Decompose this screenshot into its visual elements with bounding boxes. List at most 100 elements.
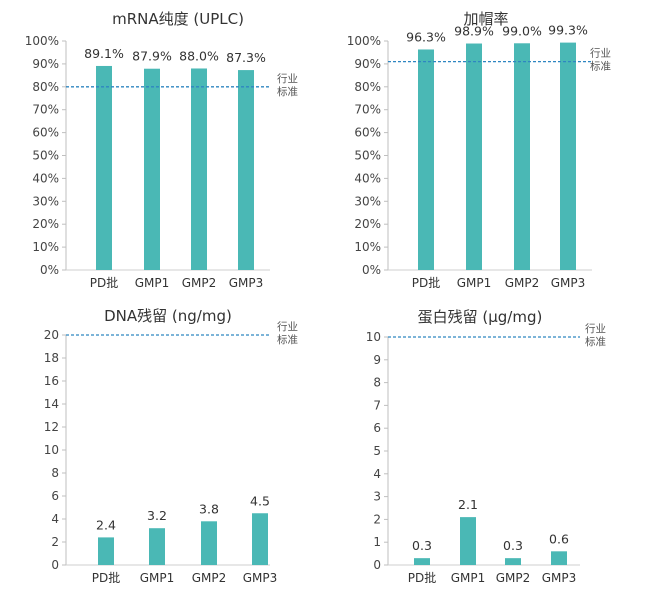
y-tick-label: 4 [51,512,59,526]
reference-line-label: 标准 [277,86,298,98]
x-category-label: GMP3 [229,276,264,290]
bar-PD批 [96,65,112,270]
reference-line-label: 行业 [277,72,298,85]
y-tick-label: 0% [362,263,381,277]
reference-line-label: 行业 [585,322,606,335]
y-tick-label: 70% [32,103,59,117]
bar-GMP1 [466,43,482,271]
y-tick-label: 60% [354,126,381,140]
data-label: 88.0% [179,48,219,63]
bar-GMP2 [191,68,207,270]
chart-panel-1: mRNA纯度 (UPLC) 0% 10% 20% 30% 40% 50% 60% 70% 80% 9… [25,10,298,290]
y-tick-label: 80% [354,80,381,94]
x-category-label: GMP3 [243,571,278,585]
bar-GMP3 [551,551,567,565]
y-tick-label: 40% [354,171,381,185]
data-label: 0.6 [549,531,569,546]
y-tick-label: 6 [51,489,59,503]
x-category-label: GMP3 [542,571,577,585]
y-tick-label: 100% [25,34,59,48]
y-tick-label: 40% [32,171,59,185]
chart-panel-4: 蛋白残留 (μg/mg) 0 1 2 3 4 5 6 7 8 9 10 0.3 PD批 2.1 GMP1 0.3… [366,308,606,585]
chart-title: DNA残留 (ng/mg) [104,307,232,325]
x-category-label: PD批 [90,275,118,290]
y-tick-label: 0 [51,558,59,572]
data-label: 4.5 [250,493,270,508]
x-category-label: PD批 [412,275,440,290]
y-tick-label: 50% [32,149,59,163]
x-category-label: GMP2 [192,571,227,585]
x-category-label: GMP3 [551,276,586,290]
y-tick-label: 2 [373,512,381,526]
y-tick-label: 0% [40,263,59,277]
chart-title: 蛋白残留 (μg/mg) [418,308,543,326]
y-tick-label: 0 [373,558,381,572]
chart-title: 加帽率 [463,10,508,28]
y-tick-label: 1 [373,535,381,549]
x-category-label: GMP1 [140,571,175,585]
y-tick-label: 8 [51,466,59,480]
x-category-label: GMP1 [135,276,170,290]
x-category-label: PD批 [92,570,120,585]
bar-GMP2 [201,521,217,565]
data-label: 99.0% [502,23,542,38]
y-tick-label: 3 [373,490,381,504]
y-tick-label: 30% [32,194,59,208]
y-tick-label: 10 [44,443,59,457]
y-tick-label: 90% [32,57,59,71]
data-label: 87.3% [226,50,266,65]
reference-line-label: 行业 [590,47,611,60]
chart-panel-3: DNA残留 (ng/mg) 0 2 4 6 8 10 12 14 16 18 20 2.4 PD批 3.2 G… [44,307,298,585]
data-label: 87.9% [132,49,172,64]
y-tick-label: 18 [44,351,59,365]
data-label: 96.3% [406,29,446,44]
y-tick-label: 70% [354,103,381,117]
x-category-label: GMP1 [451,571,486,585]
bar-GMP2 [514,43,530,270]
y-tick-label: 30% [354,194,381,208]
y-tick-label: 4 [373,467,381,481]
y-tick-label: 20 [44,328,59,342]
data-label: 98.9% [454,24,494,39]
bar-GMP3 [560,42,576,271]
y-tick-label: 50% [354,149,381,163]
data-label: 99.3% [548,23,588,38]
y-tick-label: 2 [51,535,59,549]
data-label: 2.1 [458,497,478,512]
y-tick-label: 10% [354,240,381,254]
chart-title: mRNA纯度 (UPLC) [112,10,244,28]
data-label: 0.3 [412,538,432,553]
reference-line-label: 标准 [590,61,611,73]
y-tick-label: 20% [32,217,59,231]
bar-GMP1 [144,68,160,270]
x-category-label: PD批 [408,570,436,585]
bar-GMP1 [149,528,165,565]
reference-line-label: 标准 [277,334,298,346]
y-tick-label: 5 [373,444,381,458]
y-tick-label: 8 [373,376,381,390]
x-category-label: GMP2 [496,571,531,585]
y-tick-label: 14 [44,397,59,411]
reference-line-label: 行业 [277,320,298,333]
bar-GMP3 [252,513,268,565]
y-tick-label: 10 [366,330,381,344]
x-category-label: GMP2 [182,276,217,290]
data-label: 0.3 [503,538,523,553]
bar-GMP1 [460,517,476,565]
bar-GMP3 [238,70,254,270]
chart-panel-2: 加帽率 0% 10% 20% 30% 40% 50% 60% 70% 80% 90% 100% 96.3… [347,10,611,290]
reference-line-label: 标准 [585,336,606,348]
x-category-label: GMP1 [457,276,492,290]
bar-PD批 [98,537,114,565]
y-tick-label: 6 [373,421,381,435]
data-label: 2.4 [96,517,116,532]
y-tick-label: 20% [354,217,381,231]
y-tick-label: 12 [44,420,59,434]
y-tick-label: 7 [373,398,381,412]
y-tick-label: 80% [32,80,59,94]
bar-PD批 [414,558,430,565]
y-tick-label: 100% [347,34,381,48]
y-tick-label: 9 [373,353,381,367]
y-tick-label: 90% [354,57,381,71]
